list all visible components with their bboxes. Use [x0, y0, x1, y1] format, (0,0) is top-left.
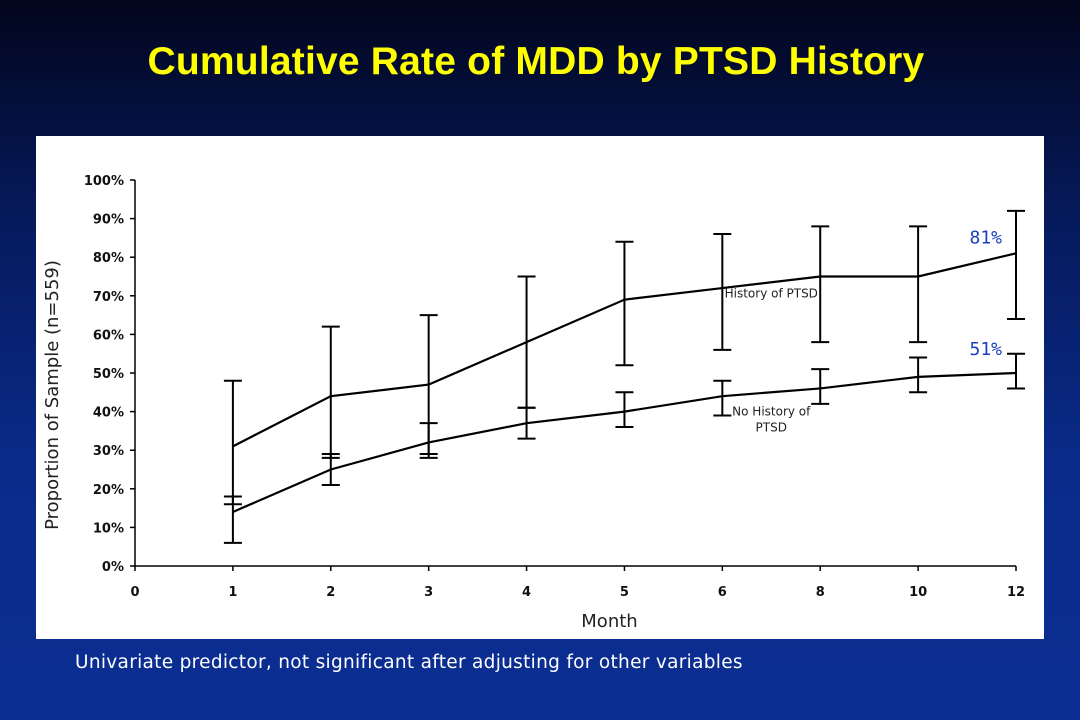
x-tick-label: 4 [522, 585, 531, 600]
footnote: Univariate predictor, not significant af… [75, 652, 743, 673]
x-tick-label: 3 [424, 585, 433, 600]
y-tick-label: 60% [93, 328, 124, 343]
x-axis-title: Month [581, 611, 637, 632]
x-tick-label: 10 [909, 585, 927, 600]
chart-panel: 0% 10% 20% 30% 40% 50% 60% 70% 80% 90% 100% 0 1 2 3 4 5 6… [36, 136, 1044, 639]
slide-title: Cumulative Rate of MDD by PTSD History [147, 40, 925, 83]
x-tick-label: 12 [1007, 585, 1025, 600]
x-tick-label: 0 [130, 585, 139, 600]
y-tick-label: 30% [93, 444, 124, 459]
y-axis-title: Proportion of Sample (n=559) [42, 260, 63, 530]
x-tick-label: 8 [816, 585, 825, 600]
y-tick-label: 100% [84, 174, 124, 189]
series-label-line: History of PTSD [725, 287, 818, 301]
series-label-line: No History of [732, 404, 811, 418]
y-tick-label: 20% [93, 483, 124, 498]
series-label: No History of PTSD [732, 404, 811, 434]
y-tick-label: 10% [93, 521, 124, 536]
end-value-label: 51% [969, 339, 1002, 360]
y-tick-label: 70% [93, 290, 124, 305]
series-label: History of PTSD [725, 287, 818, 301]
series-label-line: PTSD [756, 420, 787, 434]
y-tick-label: 40% [93, 406, 124, 421]
end-value-label: 81% [969, 227, 1002, 248]
x-tick-label: 2 [326, 585, 335, 600]
line-chart: 0%10%20%30%40%50%60%70%80%90%100%0 1 2 3 4 5 6… [42, 174, 1025, 632]
x-tick-label: 6 [718, 585, 727, 600]
y-tick-label: 50% [93, 367, 124, 382]
y-tick-label: 90% [93, 213, 124, 228]
y-tick-label: 80% [93, 251, 124, 266]
x-tick-label: 1 [228, 585, 237, 600]
x-tick-label: 5 [620, 585, 629, 600]
y-tick-label: 0% [102, 560, 124, 575]
